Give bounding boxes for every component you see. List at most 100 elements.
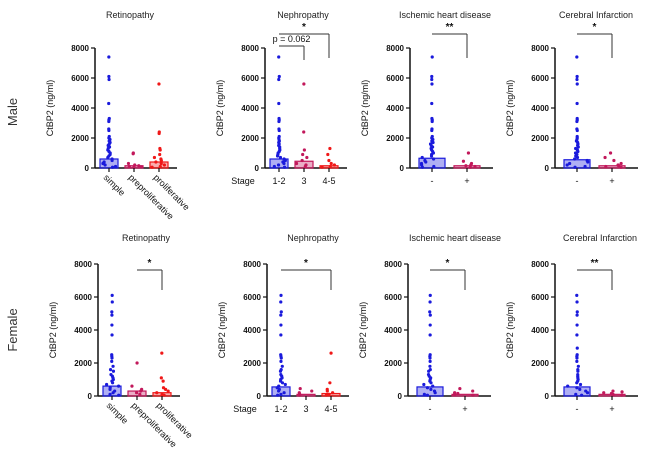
- data-point: [611, 392, 615, 396]
- data-point: [107, 74, 111, 79]
- y-tick-label: 4000: [384, 326, 402, 335]
- data-point: [428, 359, 432, 363]
- data-point: [578, 387, 582, 391]
- data-point: [162, 163, 166, 167]
- data-point: [328, 146, 332, 151]
- data-point: [326, 152, 330, 157]
- data-point: [575, 155, 580, 160]
- data-point: [107, 128, 111, 133]
- data-point: [578, 382, 583, 387]
- y-tick-label: 2000: [384, 359, 402, 368]
- x-tick-label: 3: [303, 404, 308, 414]
- significance-label: *: [302, 22, 306, 33]
- data-point: [162, 393, 166, 397]
- data-point: [159, 158, 163, 163]
- y-tick-label: 2000: [74, 359, 92, 368]
- data-point: [159, 161, 163, 166]
- significance-label: *: [304, 258, 308, 269]
- x-tick-label: 4-5: [324, 404, 337, 414]
- panel-title: Nephropathy: [277, 10, 329, 20]
- data-point: [276, 163, 281, 167]
- data-point: [431, 140, 435, 145]
- y-tick-label: 8000: [74, 260, 92, 269]
- data-point: [158, 164, 162, 169]
- significance-label: *: [446, 258, 450, 269]
- panel-title: Ischemic heart disease: [399, 10, 491, 20]
- panel-female-ischemic-heart-disease: Ischemic heart disease CtBP2 (ng/ml) 0 2000…: [358, 233, 501, 414]
- x-tick-label: preproliferative: [130, 400, 179, 449]
- data-point: [279, 293, 283, 297]
- data-point: [568, 161, 572, 166]
- panel-title: Retinopathy: [106, 10, 155, 20]
- data-point: [277, 128, 281, 133]
- panel-female-nephropathy: Nephropathy CtBP2 (ng/ml) 0 2000 4000 6000 800…: [217, 233, 349, 414]
- significance-label: **: [446, 22, 454, 33]
- data-point: [575, 386, 579, 390]
- data-point: [279, 359, 283, 363]
- data-point: [576, 149, 580, 154]
- data-point: [108, 392, 112, 396]
- y-axis-label: CtBP2 (ng/ml): [358, 302, 368, 359]
- data-point: [620, 390, 624, 394]
- data-point: [602, 391, 606, 395]
- data-point: [107, 101, 111, 106]
- y-tick-label: 2000: [71, 134, 89, 143]
- data-point: [107, 55, 111, 59]
- y-axis-label: CtBP2 (ng/ml): [215, 80, 225, 137]
- data-point: [105, 382, 109, 387]
- data-point: [111, 369, 116, 373]
- x-tick-label: -: [429, 404, 432, 414]
- data-point: [429, 154, 434, 158]
- y-tick-label: 8000: [71, 44, 89, 53]
- data-point: [302, 82, 306, 86]
- data-point: [461, 159, 466, 163]
- y-tick-label: 4000: [71, 104, 89, 113]
- data-point: [575, 101, 579, 106]
- data-point: [329, 161, 333, 166]
- x-tick-label: preproliferative: [127, 172, 176, 221]
- y-tick-label: 8000: [531, 44, 549, 53]
- data-point: [422, 392, 426, 396]
- x-axis-prefix-label: Stage: [231, 176, 255, 186]
- data-point: [161, 379, 165, 383]
- data-point: [280, 381, 285, 385]
- data-point: [110, 165, 115, 169]
- y-tick-label: 6000: [531, 74, 549, 83]
- data-point: [425, 386, 430, 390]
- x-tick-label: +: [609, 176, 614, 186]
- panel-title: Cerebral Infarction: [563, 233, 637, 243]
- data-point: [575, 293, 579, 297]
- data-point: [430, 74, 434, 79]
- data-point: [575, 310, 579, 314]
- y-tick-label: 0: [545, 392, 550, 401]
- panel-title: Retinopathy: [122, 233, 171, 243]
- data-point: [575, 82, 579, 86]
- data-point: [276, 389, 281, 393]
- y-tick-label: 0: [88, 392, 93, 401]
- data-point: [110, 381, 115, 385]
- data-point: [279, 313, 283, 317]
- data-point: [282, 391, 286, 395]
- data-point: [103, 163, 107, 167]
- data-point: [131, 152, 135, 156]
- data-point: [428, 310, 432, 314]
- data-point: [608, 151, 613, 155]
- data-point: [619, 165, 623, 169]
- data-point: [432, 164, 436, 169]
- data-point: [430, 55, 434, 59]
- data-point: [110, 293, 114, 297]
- data-point: [278, 155, 283, 160]
- panel-female-cerebral-infarction: Cerebral Infarction CtBP2 (ng/ml) 0 2000 400…: [505, 233, 638, 414]
- data-point: [277, 119, 281, 124]
- data-point: [573, 157, 577, 161]
- data-point: [152, 155, 157, 160]
- p-value-label: p = 0.062: [273, 34, 311, 44]
- data-point: [110, 310, 114, 314]
- data-point: [117, 393, 121, 397]
- data-point: [301, 152, 305, 157]
- y-tick-label: 0: [545, 164, 550, 173]
- data-point: [107, 119, 111, 124]
- x-axis-prefix-label: Stage: [233, 404, 257, 414]
- data-point: [277, 55, 281, 59]
- data-point: [300, 158, 304, 163]
